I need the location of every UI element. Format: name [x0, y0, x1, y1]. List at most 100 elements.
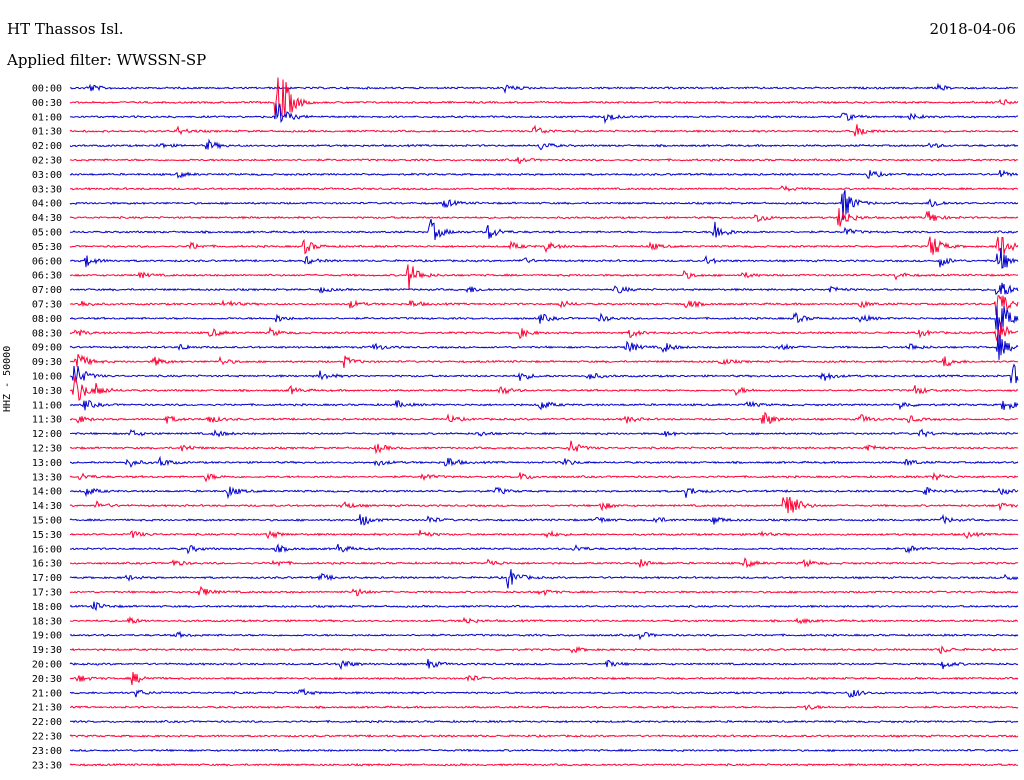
- time-tick-label: 10:30: [32, 386, 62, 397]
- trace-0630: [69, 264, 1019, 291]
- time-tick-label: 23:30: [32, 760, 62, 771]
- trace-0930: [70, 354, 1019, 368]
- time-tick-label: 04:30: [32, 213, 62, 224]
- trace-1900: [69, 630, 1019, 641]
- time-tick-label: 14:30: [32, 501, 62, 512]
- trace-2030: [69, 671, 1019, 686]
- time-tick-label: 05:00: [32, 228, 62, 239]
- trace-1400: [69, 486, 1019, 500]
- time-tick-label: 16:30: [32, 559, 62, 570]
- trace-2200: [69, 719, 1019, 724]
- trace-1430: [69, 496, 1019, 514]
- time-tick-label: 03:30: [32, 184, 62, 195]
- trace-2230: [69, 734, 1019, 738]
- time-tick-label: 19:00: [32, 631, 62, 642]
- time-tick-label: 03:00: [32, 170, 62, 181]
- trace-1230: [69, 440, 1019, 455]
- trace-1930: [69, 645, 1019, 655]
- time-tick-label: 02:00: [32, 141, 62, 152]
- trace-0330: [69, 184, 1019, 192]
- time-tick-label: 23:00: [32, 746, 62, 757]
- time-tick-label: 00:00: [32, 84, 62, 95]
- trace-0130: [69, 124, 1019, 137]
- trace-2130: [69, 704, 1019, 711]
- trace-1800: [69, 601, 1019, 612]
- time-tick-label: 18:00: [32, 602, 62, 613]
- trace-1330: [69, 471, 1018, 483]
- time-tick-label: 02:30: [32, 156, 62, 167]
- time-tick-label: 21:30: [32, 703, 62, 714]
- time-tick-label: 16:00: [32, 544, 62, 555]
- trace-1630: [69, 557, 1019, 569]
- trace-1100: [69, 399, 1019, 411]
- time-tick-label: 22:30: [32, 732, 62, 743]
- time-tick-label: 13:00: [32, 458, 62, 469]
- filter-label: Applied filter: WWSSN-SP: [7, 51, 207, 69]
- trace-0600: [69, 248, 1019, 269]
- time-tick-label: 08:00: [32, 314, 62, 325]
- trace-2100: [69, 687, 1019, 699]
- trace-0430: [69, 208, 1019, 227]
- trace-0730: [69, 295, 1019, 316]
- trace-1600: [69, 543, 1019, 555]
- time-tick-label: 06:00: [32, 256, 62, 267]
- trace-2000: [69, 658, 1019, 671]
- time-tick-label: 12:00: [32, 429, 62, 440]
- trace-1030: [70, 375, 1019, 401]
- trace-0000: [69, 82, 1019, 94]
- trace-1830: [69, 616, 1019, 625]
- time-tick-label: 18:30: [32, 616, 62, 627]
- trace-1200: [69, 428, 1019, 438]
- trace-0400: [69, 190, 1019, 221]
- trace-0830: [69, 322, 1019, 343]
- trace-1500: [69, 513, 1019, 526]
- time-tick-label: 15:00: [32, 516, 62, 527]
- station-title: HT Thassos Isl.: [7, 20, 124, 38]
- trace-1700: [69, 569, 1019, 589]
- time-tick-label: 04:00: [32, 199, 62, 210]
- trace-2300: [69, 748, 1019, 753]
- trace-1130: [69, 411, 1019, 425]
- time-tick-label: 15:30: [32, 530, 62, 541]
- trace-0700: [69, 282, 1019, 296]
- trace-0800: [69, 305, 1019, 337]
- trace-1000: [69, 363, 1019, 384]
- time-tick-label: 06:30: [32, 271, 62, 282]
- trace-0900: [69, 334, 1019, 360]
- time-tick-label: 11:00: [32, 400, 62, 411]
- time-tick-label: 07:30: [32, 300, 62, 311]
- time-tick-label: 11:30: [32, 415, 62, 426]
- trace-0500: [69, 218, 1019, 241]
- time-tick-label: 22:00: [32, 717, 62, 728]
- trace-1300: [69, 455, 1019, 468]
- time-tick-label: 10:00: [32, 372, 62, 383]
- record-date: 2018-04-06: [929, 20, 1016, 38]
- trace-0300: [69, 169, 1019, 179]
- time-tick-label: 20:30: [32, 674, 62, 685]
- trace-0230: [69, 157, 1019, 164]
- time-tick-label: 08:30: [32, 328, 62, 339]
- time-tick-label: 20:00: [32, 660, 62, 671]
- time-tick-label: 17:30: [32, 588, 62, 599]
- time-tick-label: 21:00: [32, 688, 62, 699]
- time-tick-label: 19:30: [32, 645, 62, 656]
- time-tick-label: 17:00: [32, 573, 62, 584]
- trace-0100: [69, 103, 1019, 125]
- time-tick-label: 07:00: [32, 285, 62, 296]
- time-tick-label: 12:30: [32, 444, 62, 455]
- time-tick-label: 13:30: [32, 472, 62, 483]
- trace-1530: [69, 529, 1019, 540]
- time-tick-label: 00:30: [32, 98, 62, 109]
- trace-0530: [69, 236, 1019, 258]
- time-tick-label: 09:00: [32, 343, 62, 354]
- trace-2330: [69, 762, 1019, 767]
- trace-0030: [69, 77, 1019, 117]
- time-tick-label: 01:30: [32, 127, 62, 138]
- time-tick-label: 05:30: [32, 242, 62, 253]
- trace-1730: [69, 585, 1019, 597]
- trace-0200: [69, 138, 1019, 151]
- time-tick-label: 14:00: [32, 487, 62, 498]
- time-tick-label: 09:30: [32, 357, 62, 368]
- time-tick-label: 01:00: [32, 112, 62, 123]
